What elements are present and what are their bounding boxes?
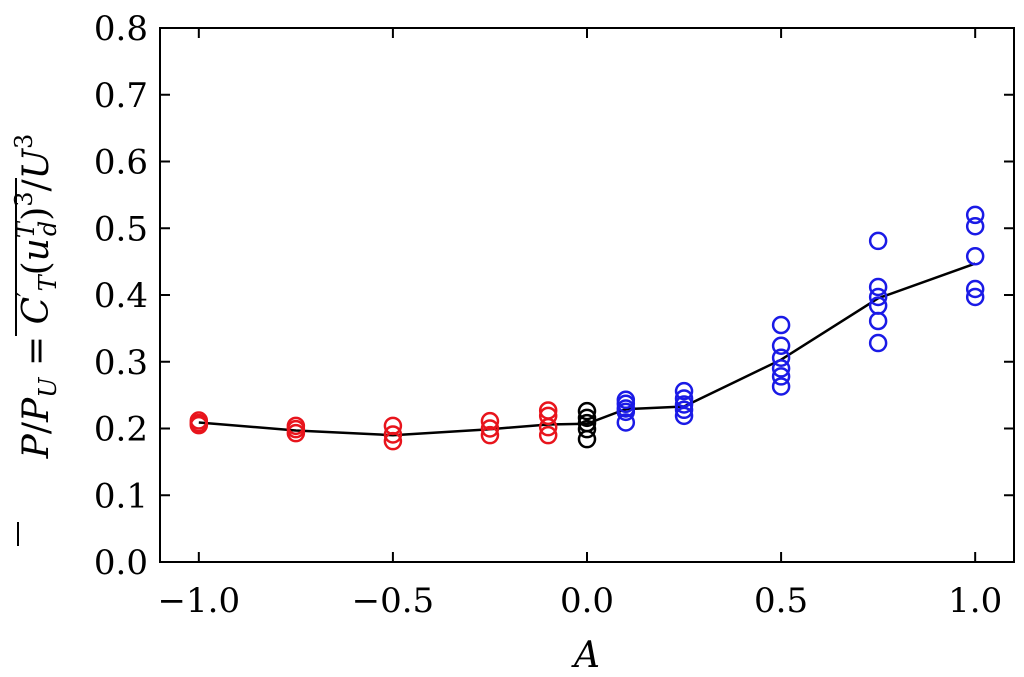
data-point	[383, 425, 403, 444]
y-tick-label: 0.5	[94, 209, 148, 249]
data-point	[771, 377, 791, 396]
data-point	[771, 348, 791, 367]
data-point	[965, 279, 985, 299]
x-tick-label: −1.0	[158, 581, 241, 621]
tick-labels: −1.0 −0.5 0.0 0.5 1.0 0.0 0.1 0.2 0.3 0.4 0.5 0.6 0.…	[94, 9, 1002, 621]
y-tick-label: 0.2	[94, 410, 148, 450]
data-point	[771, 359, 791, 378]
data-point	[674, 406, 694, 426]
y-tick-label: 0.3	[94, 343, 148, 383]
y-tick-label: 0.6	[94, 143, 148, 183]
y-tick-label: 0.7	[94, 76, 148, 116]
x-tick-label: −0.5	[352, 581, 435, 621]
y-tick-label: 0.1	[94, 476, 148, 516]
data-point	[480, 419, 500, 438]
y-tick-label: 0.4	[94, 276, 148, 316]
data-point	[616, 402, 636, 422]
data-point	[868, 333, 888, 353]
data-point	[868, 311, 888, 331]
data-point	[965, 287, 985, 307]
x-axis-title: A	[571, 635, 600, 676]
x-tick-label: 1.0	[948, 581, 1002, 621]
data-point	[577, 429, 597, 449]
data-point	[577, 401, 597, 421]
y-tick-label: 0.8	[94, 9, 148, 49]
data-point	[538, 417, 558, 437]
data-point	[577, 408, 597, 428]
data-point	[674, 400, 694, 420]
data-point	[965, 247, 985, 266]
data-point	[771, 315, 791, 335]
y-axis-title-text: P/PU = C′T(uTd)3/U3	[10, 134, 62, 460]
x-tick-label: 0.5	[754, 581, 808, 621]
mean-line	[198, 262, 976, 437]
data-point	[674, 389, 694, 408]
mean-line-layer	[198, 262, 976, 437]
data-points-layer	[189, 205, 985, 451]
data-point	[616, 413, 636, 432]
data-point	[480, 411, 500, 431]
data-point	[965, 205, 985, 225]
data-point	[383, 431, 403, 451]
data-point	[868, 277, 888, 297]
axis-ticks	[160, 27, 1014, 563]
data-point	[538, 406, 558, 426]
data-point	[771, 367, 791, 386]
y-tick-label: 0.0	[94, 543, 148, 583]
data-point	[189, 415, 209, 435]
data-point	[868, 231, 888, 251]
data-point	[538, 425, 558, 445]
x-tick-label: 0.0	[560, 581, 614, 621]
data-point	[286, 423, 306, 443]
data-point	[674, 381, 694, 401]
data-point	[616, 394, 636, 414]
data-point	[577, 419, 597, 439]
data-point	[868, 287, 888, 307]
data-point	[965, 216, 985, 236]
data-point	[674, 395, 694, 414]
y-axis-title: P/PU = C′T(uTd)3/U3	[10, 134, 62, 546]
data-point	[771, 336, 791, 355]
data-point	[480, 425, 500, 445]
